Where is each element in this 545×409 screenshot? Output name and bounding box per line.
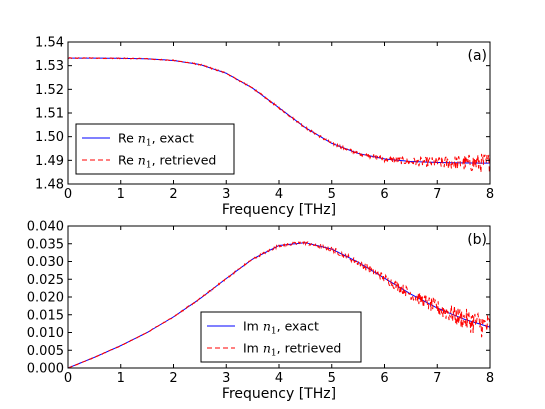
x-tick-label: 8: [486, 371, 494, 386]
x-axis-label: Frequency [THz]: [222, 386, 336, 402]
y-tick-label: 0.020: [27, 291, 64, 306]
y-tick-label: 1.53: [35, 59, 64, 74]
y-tick-label: 0.005: [27, 344, 64, 359]
x-tick-label: 3: [222, 371, 230, 386]
panel-label: (b): [467, 232, 487, 248]
x-tick-label: 4: [275, 187, 283, 202]
legend-box: [200, 311, 362, 363]
x-tick-label: 2: [169, 187, 177, 202]
legend-box: [75, 123, 235, 175]
y-tick-label: 0.025: [27, 273, 64, 288]
y-tick-label: 1.48: [35, 178, 64, 193]
x-tick-label: 5: [328, 371, 336, 386]
panel-b: 0 1 2 3 4 5 6 7 8 0.000 0.005 0.010 0.015 0.020 0.025 0…: [27, 220, 494, 403]
x-tick-label: 4: [275, 371, 283, 386]
legend-label-1: Im n1, exact: [243, 319, 319, 337]
x-tick-label: 3: [222, 187, 230, 202]
x-tick-label: 1: [117, 371, 125, 386]
y-tick-label: 0.000: [27, 362, 64, 377]
plot-area: [68, 240, 490, 368]
y-tick-label: 1.50: [35, 130, 64, 145]
series-line-2: [68, 57, 490, 175]
panel-a: 0 1 2 3 4 5 6 7 8 1.48 1.49 1.50 1.51 1.52 1.53 1.54 Fre…: [35, 36, 494, 219]
legend-label-2: Im n1, retrieved: [243, 341, 341, 359]
x-tick-label: 6: [380, 187, 388, 202]
x-tick-label: 0: [64, 187, 72, 202]
y-tick-label: 0.010: [27, 326, 64, 341]
y-tick-label: 0.040: [27, 220, 64, 235]
x-tick-label: 7: [433, 371, 441, 386]
y-tick-label: 1.51: [35, 107, 64, 122]
y-tick-label: 1.52: [35, 83, 64, 98]
series-line-2: [68, 240, 490, 368]
legend-label-1: Re n1, exact: [118, 131, 194, 149]
legend: Im n1, exact Im n1, retrieved: [200, 311, 362, 363]
x-axis-label: Frequency [THz]: [222, 202, 336, 218]
x-tick-label: 1: [117, 187, 125, 202]
plot-area: [68, 57, 490, 175]
x-tick-label: 7: [433, 187, 441, 202]
legend: Re n1, exact Re n1, retrieved: [75, 123, 235, 175]
y-tick-label: 1.49: [35, 154, 64, 169]
y-tick-label: 0.030: [27, 255, 64, 270]
y-tick-label: 0.035: [27, 237, 64, 252]
x-tick-label: 0: [64, 371, 72, 386]
panel-label: (a): [467, 48, 487, 64]
y-tick-label: 1.54: [35, 36, 64, 51]
x-tick-label: 5: [328, 187, 336, 202]
x-tick-label: 2: [169, 371, 177, 386]
x-tick-label: 8: [486, 187, 494, 202]
legend-label-2: Re n1, retrieved: [118, 153, 216, 171]
y-tick-label: 0.015: [27, 308, 64, 323]
x-tick-label: 6: [380, 371, 388, 386]
